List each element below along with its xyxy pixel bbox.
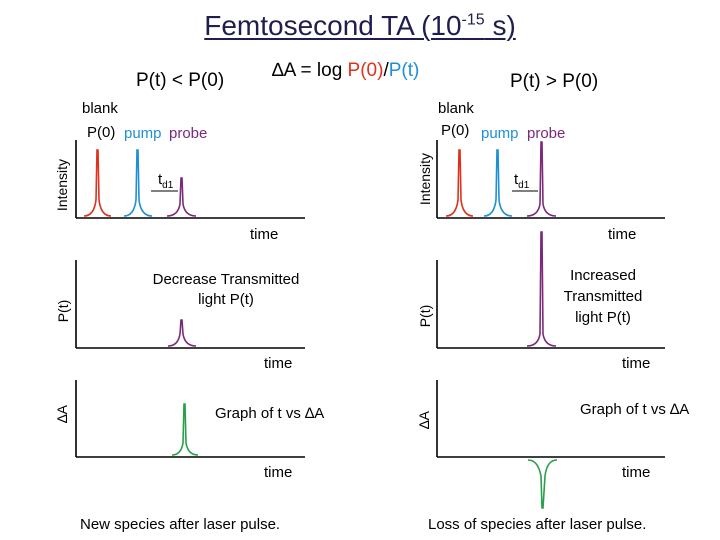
right-p0-label: P(0) (441, 122, 470, 139)
left-blank-label: blank (82, 100, 118, 117)
right-probe-label: probe (527, 125, 566, 142)
right-time-label-1: time (608, 226, 637, 243)
left-pt-pulse (167, 319, 197, 347)
page-title: Femtosecond TA (10-15 s) (204, 10, 516, 41)
right-blank-pulse (445, 149, 474, 217)
right-td-label: td1 (514, 171, 530, 191)
right-pt-pulse (526, 231, 557, 347)
right-pump-label: pump (481, 125, 519, 142)
right-da-pulse (527, 459, 558, 509)
delta-a-formula: ∆A = log P(0)/P(t) (272, 60, 420, 81)
left-p0-label: P(0) (87, 124, 116, 141)
right-pump-pulse (483, 149, 513, 217)
right-blank-label: blank (438, 100, 474, 117)
left-pump-pulse (123, 149, 153, 217)
left-da-pulse (171, 403, 199, 456)
left-td-label: td1 (158, 171, 174, 191)
left-probe-pulse (166, 177, 197, 217)
left-pump-label: pump (124, 125, 162, 142)
axes (75, 140, 665, 458)
left-da-description: Graph of t vs ∆A (215, 405, 325, 422)
right-caption: Loss of species after laser pulse. (428, 516, 647, 533)
left-caption: New species after laser pulse. (80, 516, 281, 533)
right-time-label-3: time (622, 464, 651, 481)
left-probe-label: probe (169, 125, 208, 142)
left-time-label-3: time (264, 464, 293, 481)
left-pt-description: Decrease Transmitted light P(t) (152, 271, 300, 308)
left-blank-pulse (83, 149, 112, 217)
right-pt-description: Increased Transmitted light P(t) (563, 267, 643, 326)
right-condition: P(t) > P(0) (510, 71, 599, 92)
right-da-description: Graph of t vs ∆A (580, 401, 690, 418)
right-probe-pulse (526, 141, 557, 217)
right-time-label-2: time (622, 355, 651, 372)
left-time-label-2: time (264, 355, 293, 372)
left-time-label-1: time (250, 226, 279, 243)
left-condition: P(t) < P(0) (136, 70, 225, 91)
